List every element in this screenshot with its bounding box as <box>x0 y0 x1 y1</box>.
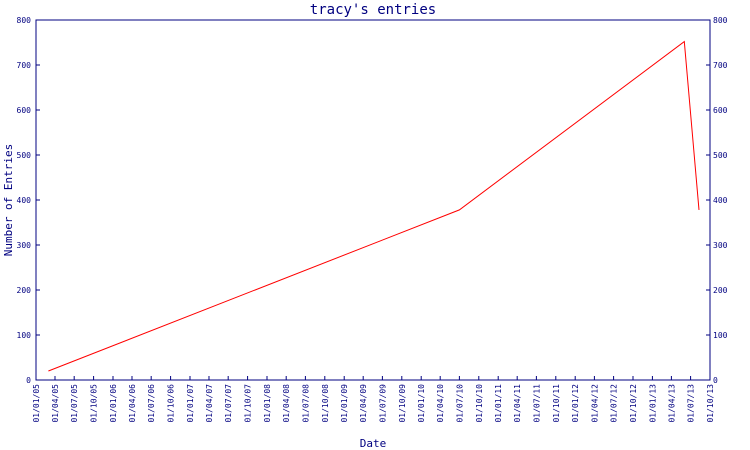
x-tick-label: 01/01/11 <box>494 384 503 423</box>
x-tick-label: 01/10/12 <box>629 384 638 423</box>
y-tick-label-left: 100 <box>17 331 32 340</box>
x-tick-label: 01/01/09 <box>340 384 349 423</box>
x-tick-label: 01/04/05 <box>51 384 60 423</box>
x-tick-label: 01/07/05 <box>70 384 79 423</box>
x-tick-label: 01/07/07 <box>224 384 233 423</box>
x-tick-label: 01/04/06 <box>128 384 137 423</box>
x-tick-label: 01/10/07 <box>244 384 253 423</box>
x-tick-label: 01/01/12 <box>571 384 580 423</box>
x-tick-label: 01/07/11 <box>532 384 541 423</box>
x-tick-label: 01/04/13 <box>667 384 676 423</box>
y-tick-label-right: 100 <box>713 331 728 340</box>
x-tick-label: 01/07/09 <box>378 384 387 423</box>
x-axis: 01/01/05 01/04/05 01/07/05 01/10/05 01/01/06… <box>32 376 715 423</box>
x-tick-label: 01/01/08 <box>263 384 272 423</box>
y-tick-label-left: 0 <box>26 376 31 385</box>
x-tick-label: 01/07/08 <box>301 384 310 423</box>
x-axis-label: Date <box>360 437 387 450</box>
y-tick-label-right: 0 <box>713 376 718 385</box>
x-tick-label: 01/10/06 <box>167 384 176 423</box>
x-tick-label: 01/10/10 <box>475 384 484 423</box>
y-tick-label-right: 300 <box>713 241 728 250</box>
x-tick-label: 01/01/06 <box>109 384 118 423</box>
y-axis-left: 0 100 200 300 400 500 600 700 800 <box>17 16 40 385</box>
y-axis-label: Number of Entries <box>2 144 15 257</box>
x-tick-label: 01/04/11 <box>513 384 522 423</box>
y-tick-label-right: 700 <box>713 61 728 70</box>
x-tick-label: 01/01/07 <box>186 384 195 423</box>
y-tick-label-left: 400 <box>17 196 32 205</box>
x-tick-label: 01/04/09 <box>359 384 368 423</box>
x-tick-label: 01/10/11 <box>552 384 561 423</box>
x-tick-label: 01/01/10 <box>417 384 426 423</box>
x-tick-label: 01/07/06 <box>147 384 156 423</box>
series-line <box>48 40 700 372</box>
x-tick-label: 01/01/13 <box>648 384 657 423</box>
x-tick-label: 01/10/08 <box>321 384 330 423</box>
y-tick-label-right: 400 <box>713 196 728 205</box>
y-tick-label-right: 600 <box>713 106 728 115</box>
y-tick-label-left: 700 <box>17 61 32 70</box>
x-tick-label: 01/04/10 <box>436 384 445 423</box>
y-tick-label-left: 500 <box>17 151 32 160</box>
chart-title: tracy's entries <box>310 2 436 18</box>
x-tick-label: 01/07/10 <box>455 384 464 423</box>
y-tick-label-right: 800 <box>713 16 728 25</box>
x-tick-label: 01/07/13 <box>687 384 696 423</box>
x-tick-label: 01/10/05 <box>90 384 99 423</box>
series-layer <box>48 40 700 372</box>
x-tick-label: 01/04/08 <box>282 384 291 423</box>
x-tick-label: 01/10/13 <box>706 384 715 423</box>
y-tick-label-left: 800 <box>17 16 32 25</box>
x-tick-label: 01/07/12 <box>610 384 619 423</box>
y-tick-label-right: 500 <box>713 151 728 160</box>
x-tick-label: 01/04/12 <box>590 384 599 423</box>
y-axis-right: 0 100 200 300 400 500 600 700 800 <box>706 16 728 385</box>
y-tick-label-left: 300 <box>17 241 32 250</box>
x-tick-label: 01/01/05 <box>32 384 41 423</box>
y-tick-label-left: 600 <box>17 106 32 115</box>
y-tick-label-left: 200 <box>17 286 32 295</box>
x-tick-label: 01/04/07 <box>205 384 214 423</box>
plot-frame <box>35 19 711 381</box>
x-tick-label: 01/10/09 <box>398 384 407 423</box>
y-tick-label-right: 200 <box>713 286 728 295</box>
